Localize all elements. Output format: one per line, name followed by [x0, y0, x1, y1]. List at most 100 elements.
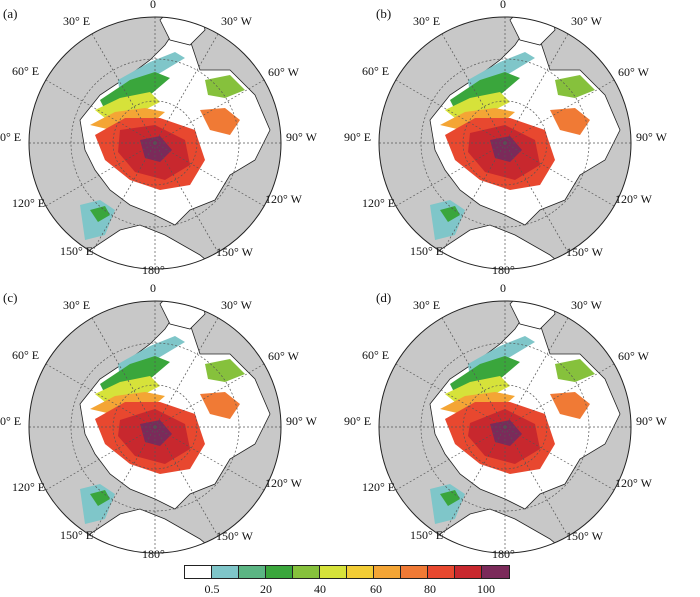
colorbar-tick-label: 20: [260, 582, 272, 596]
longitude-label: 30° E: [63, 298, 91, 312]
longitude-label: 120° E: [362, 480, 396, 494]
longitude-label: 30° E: [63, 14, 91, 28]
polar-map: [378, 16, 632, 270]
colorbar-cell: [347, 566, 374, 578]
sea-ice-area: [550, 108, 590, 135]
map-panel: 0 30° W 60° W 90° W 120° W 150° W 180° 150° E 12…: [344, 0, 700, 290]
longitude-label: 60° W: [618, 349, 649, 363]
longitude-label: 150° E: [410, 244, 444, 258]
colorbar-cell: [266, 566, 293, 578]
longitude-label: 60° W: [618, 65, 649, 79]
longitude-label: 120° E: [362, 196, 396, 210]
longitude-label: 90° E: [344, 414, 372, 428]
longitude-label: 60° W: [268, 65, 299, 79]
colorbar-tick-label: 60: [370, 582, 382, 596]
sea-ice-area: [205, 359, 245, 382]
longitude-label: 90° W: [636, 130, 667, 144]
longitude-label: 0: [500, 0, 506, 11]
longitude-label: 0: [150, 281, 156, 295]
sea-ice-area: [490, 420, 522, 446]
longitude-label: 60° W: [268, 349, 299, 363]
sea-ice-area: [555, 75, 595, 98]
colorbar-cell: [239, 566, 266, 578]
longitude-label: 180°: [142, 263, 165, 277]
colorbar-cell: [212, 566, 239, 578]
sea-ice-area: [90, 490, 110, 506]
colorbar-tick-label: 100: [477, 582, 495, 596]
longitude-label: 150° W: [566, 245, 603, 259]
longitude-label: 120° E: [12, 196, 46, 210]
longitude-label: 30° E: [413, 14, 441, 28]
panel-label: (b): [376, 6, 392, 21]
colorbar-cell: [185, 566, 212, 578]
graticule: [379, 17, 631, 269]
longitude-label: 120° W: [615, 192, 652, 206]
longitude-label: 90° W: [636, 414, 667, 428]
map-border: [378, 16, 632, 270]
sea-ice-area: [140, 136, 172, 162]
colorbar-cell: [293, 566, 320, 578]
sea-ice-area: [440, 206, 460, 222]
longitude-label: 60° E: [362, 348, 390, 362]
longitude-label: 60° E: [362, 64, 390, 78]
graticule: [29, 301, 281, 553]
longitude-label: 180°: [492, 263, 515, 277]
sea-ice-area: [490, 136, 522, 162]
map-border: [28, 300, 282, 554]
sea-ice-area: [90, 206, 110, 222]
colorbar-tick-label: 40: [314, 582, 326, 596]
sea-ice-area: [200, 108, 240, 135]
colorbar-tick-label: 0.5: [204, 582, 220, 596]
sea-ice-area: [440, 490, 460, 506]
longitude-label: 60° E: [12, 64, 40, 78]
polar-map: [28, 16, 282, 270]
colorbar-cell: [428, 566, 455, 578]
longitude-label: 60° E: [12, 348, 40, 362]
sea-ice-area: [555, 359, 595, 382]
longitude-label: 120° W: [265, 192, 302, 206]
longitude-label: 150° W: [216, 529, 253, 543]
longitude-label: 30° E: [413, 298, 441, 312]
colorbar: 0.5 20 40 60 80 100: [0, 560, 700, 596]
map-panel: 0 30° W 60° W 90° W 120° W 150° W 180° 150° E 12…: [344, 281, 700, 574]
colorbar-cell: [482, 566, 509, 578]
longitude-label: 150° E: [60, 244, 94, 258]
panel-label: (a): [3, 6, 18, 21]
longitude-label: 120° W: [615, 476, 652, 490]
longitude-label: 90° E: [0, 414, 22, 428]
map-border: [28, 16, 282, 270]
longitude-label: 150° W: [566, 529, 603, 543]
longitude-label: 90° W: [286, 414, 317, 428]
longitude-label: 90° E: [344, 130, 372, 144]
colorbar-cell: [320, 566, 347, 578]
longitude-label: 0: [150, 0, 156, 11]
colorbar-scale: [184, 565, 510, 579]
sea-ice-area: [550, 392, 590, 419]
longitude-label: 90° E: [0, 130, 22, 144]
longitude-label: 90° W: [286, 130, 317, 144]
longitude-label: 120° E: [12, 480, 46, 494]
longitude-label: 30° W: [221, 298, 252, 312]
longitude-label: 180°: [142, 547, 165, 561]
longitude-label: 30° W: [571, 298, 602, 312]
longitude-label: 150° E: [60, 528, 94, 542]
graticule: [379, 301, 631, 553]
colorbar-cell: [374, 566, 401, 578]
graticule: [29, 17, 281, 269]
polar-map: [28, 300, 282, 554]
longitude-label: 0: [500, 281, 506, 295]
colorbar-tick-label: 80: [424, 582, 436, 596]
longitude-label: 120° W: [265, 476, 302, 490]
map-panel: 0 30° W 60° W 90° W 120° W 150° W 180° 150° E 12…: [0, 281, 350, 574]
map-panel: 0 30° W 60° W 90° W 120° W 150° W 180° 150° E 12…: [0, 0, 350, 290]
colorbar-cell: [455, 566, 482, 578]
longitude-label: 180°: [492, 547, 515, 561]
map-border: [378, 300, 632, 554]
longitude-label: 30° W: [571, 14, 602, 28]
panel-label: (c): [3, 290, 18, 305]
longitude-label: 30° W: [221, 14, 252, 28]
sea-ice-area: [205, 75, 245, 98]
sea-ice-area: [200, 392, 240, 419]
panel-label: (d): [376, 290, 392, 305]
polar-map: [378, 300, 632, 554]
